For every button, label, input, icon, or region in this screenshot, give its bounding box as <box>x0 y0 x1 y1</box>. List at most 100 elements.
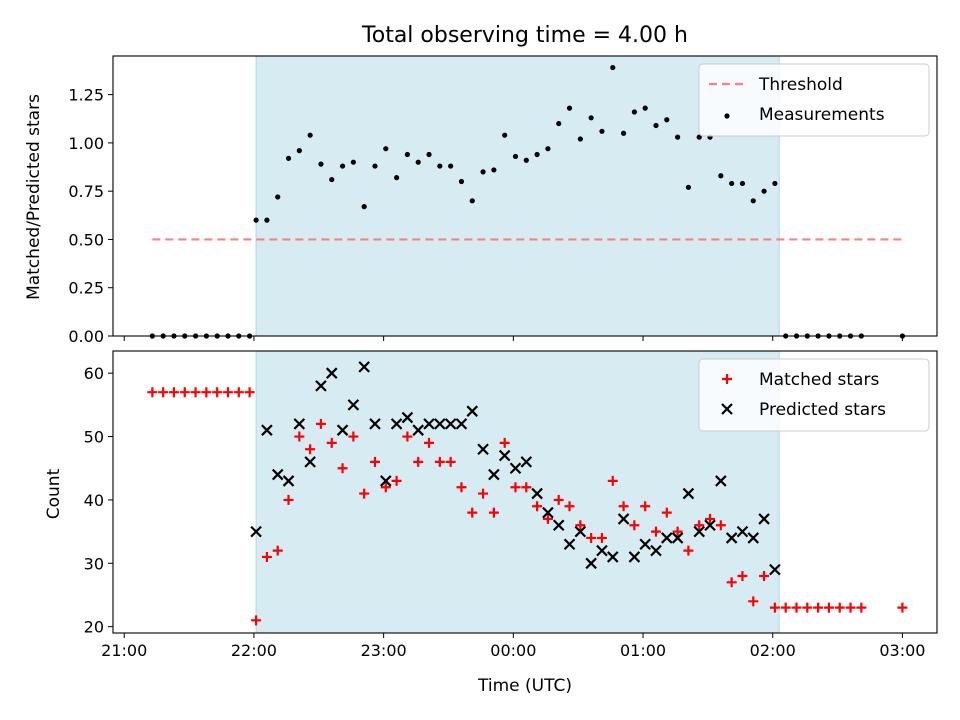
y-tick-label: 0.00 <box>68 327 104 346</box>
measurement-point <box>631 109 637 115</box>
measurement-point <box>588 115 594 121</box>
measurement-point <box>577 136 583 142</box>
legend-label: Matched stars <box>759 370 879 390</box>
measurement-point <box>448 163 454 169</box>
measurement-point <box>696 134 702 140</box>
measurement-point <box>664 117 670 123</box>
matched-star-point <box>499 437 510 448</box>
measurement-point <box>523 157 529 163</box>
x-tick-label: 02:00 <box>750 641 796 660</box>
matched-star-point <box>212 387 223 398</box>
measurement-point <box>772 180 778 187</box>
measurement-point <box>404 151 411 158</box>
x-tick-label: 00:00 <box>490 641 536 660</box>
predicted-star-point <box>552 519 565 532</box>
predicted-star-point <box>304 456 316 468</box>
matched-star-point <box>315 418 326 429</box>
measurement-point <box>372 163 378 169</box>
matched-star-point <box>726 577 737 588</box>
matched-star-point <box>759 570 770 581</box>
matched-star-point <box>780 602 791 613</box>
matched-star-point <box>683 545 694 556</box>
predicted-star-point <box>693 525 706 538</box>
predicted-star-point <box>282 475 295 487</box>
measurement-point <box>761 188 767 194</box>
measurement-point <box>534 151 540 158</box>
predicted-star-point <box>369 418 381 430</box>
measurement-point <box>620 130 627 136</box>
measurement-point <box>415 159 421 165</box>
matched-star-point <box>434 456 445 467</box>
predicted-star-point <box>466 405 479 417</box>
measurement-point <box>285 155 292 161</box>
measurement-point <box>512 153 519 160</box>
measurement-point <box>350 159 356 165</box>
matched-star-point <box>791 602 802 613</box>
measurement-point <box>545 146 551 152</box>
predicted-star-point <box>358 361 370 373</box>
predicted-star-point <box>315 380 327 392</box>
matched-star-point <box>424 437 435 448</box>
matched-star-point <box>596 532 607 543</box>
predicted-star-point <box>758 513 770 525</box>
predicted-star-point <box>520 456 533 468</box>
measurement-point <box>394 175 400 181</box>
matched-star-point <box>261 551 272 562</box>
predicted-star-point <box>725 532 738 544</box>
matched-star-point <box>856 602 867 613</box>
legend-predicted-swatch <box>721 403 733 415</box>
matched-star-point <box>244 387 255 398</box>
legend-matched-swatch <box>722 374 732 384</box>
matched-star-point <box>222 387 233 398</box>
matched-star-point <box>294 431 305 442</box>
bottom-panel-count-plot: 20 30 40 50 60 21:00 22:00 23:00 00:00 01:00 02:00… <box>84 350 938 660</box>
matched-star-point <box>650 526 661 537</box>
matched-star-point <box>201 387 212 398</box>
measurement-point <box>653 122 659 129</box>
measurement-point <box>264 217 270 223</box>
predicted-star-point <box>769 563 781 576</box>
measurement-point <box>750 198 756 204</box>
measurement-point <box>253 217 259 223</box>
matched-star-point <box>705 513 716 524</box>
measurement-point <box>491 167 497 173</box>
matched-star-point <box>179 387 190 398</box>
predicted-star-point <box>682 487 695 500</box>
legend: Threshold Measurements <box>698 63 930 137</box>
matched-star-point <box>813 602 824 613</box>
predicted-star-point <box>325 367 338 379</box>
x-tick-label: 21:00 <box>101 641 147 660</box>
matched-star-point <box>532 501 543 512</box>
predicted-star-point <box>531 487 543 500</box>
legend-box <box>698 358 930 432</box>
matched-star-point <box>553 494 564 505</box>
predicted-star-point <box>390 418 403 430</box>
matched-star-point <box>402 431 413 442</box>
matched-star-point <box>272 545 283 556</box>
measurement-point <box>437 163 443 169</box>
matched-star-point <box>251 615 262 626</box>
legend-measurement-swatch <box>724 113 730 119</box>
legend: Matched stars Predicted stars <box>698 358 930 432</box>
matched-star-point <box>326 437 337 448</box>
axes-frame <box>112 55 938 337</box>
matched-star-point <box>391 475 402 486</box>
y-tick-label: 30 <box>84 554 104 573</box>
predicted-star-point <box>747 532 760 544</box>
matched-star-point <box>769 602 780 613</box>
predicted-star-point <box>250 525 262 538</box>
predicted-star-point <box>563 538 576 551</box>
matched-star-point <box>607 475 618 486</box>
measurement-point <box>296 148 302 154</box>
x-tick-label: 03:00 <box>879 641 925 660</box>
matched-star-point <box>337 463 348 474</box>
matched-star-point <box>456 482 467 493</box>
predicted-star-point <box>423 418 435 430</box>
predicted-star-point <box>628 551 641 563</box>
predicted-star-point <box>455 418 468 430</box>
predicted-star-point <box>606 551 619 563</box>
matched-star-point <box>305 444 316 455</box>
y-tick-label: 0.25 <box>68 279 104 298</box>
x-tick-label: 01:00 <box>620 641 666 660</box>
matched-star-point <box>618 501 629 512</box>
